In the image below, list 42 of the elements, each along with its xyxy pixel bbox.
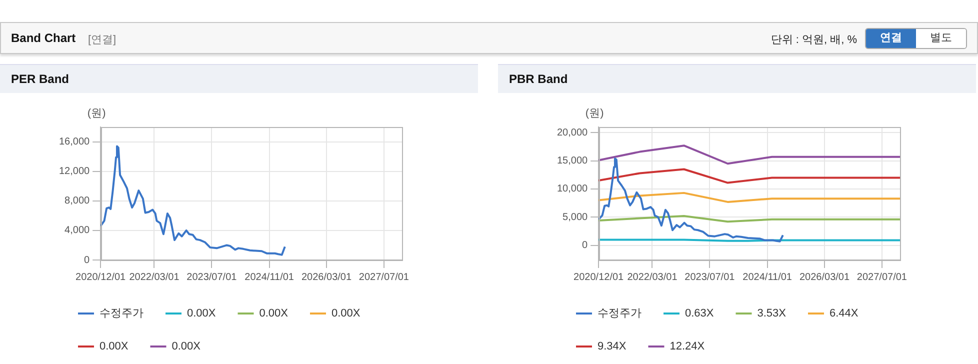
x-tick-label: 2027/07/01: [358, 272, 410, 283]
legend-label: 0.00X: [331, 308, 361, 320]
legend-label: 9.34X: [598, 340, 627, 353]
chart-title: PER Band: [0, 64, 478, 93]
y-tick-label: 16,000: [58, 136, 90, 148]
legend-label: 0.00X: [259, 308, 289, 320]
x-tick-label: 2022/03/01: [627, 272, 678, 283]
text: 단위 : 억원, 배, %: [770, 33, 857, 47]
x-tick-label: 2026/03/01: [301, 272, 352, 283]
x-tick-label: 2024/11/01: [742, 272, 792, 283]
toggle-buttons: 연결 별도: [865, 28, 967, 49]
y-tick-label: 12,000: [58, 166, 90, 178]
text: [연결]: [88, 33, 116, 47]
text: Band Chart: [11, 31, 76, 45]
legend-label: 6.44X: [829, 308, 859, 320]
y-axis-title: (원): [87, 108, 106, 120]
y-axis-title: (원): [585, 108, 604, 120]
x-tick-label: 2026/03/01: [799, 272, 850, 283]
y-tick-label: 10,000: [556, 184, 588, 195]
chart-title: PBR Band: [498, 64, 976, 93]
x-tick-label: 2023/07/01: [186, 272, 238, 283]
x-tick-label: 2020/12/01: [574, 272, 624, 283]
x-tick-label: 2024/11/01: [244, 272, 294, 283]
legend-label: 3.53X: [757, 308, 787, 320]
legend-label: 수정주가: [100, 308, 144, 320]
y-tick-label: 0: [84, 254, 90, 266]
y-tick-label: 8,000: [64, 196, 90, 207]
y-tick-label: 0: [582, 240, 588, 252]
legend-label: 0.00X: [100, 340, 129, 353]
legend-label: 수정주가: [598, 308, 642, 320]
y-tick-label: 20,000: [556, 127, 588, 138]
legend-label: 0.00X: [172, 340, 202, 353]
y-tick-label: 15,000: [556, 156, 588, 167]
x-tick-label: 2022/03/01: [129, 272, 180, 283]
x-tick-label: 2023/07/01: [684, 272, 736, 283]
x-tick-label: 2027/07/01: [856, 272, 908, 283]
legend-label: 0.00X: [187, 308, 216, 320]
legend-label: 0.63X: [685, 308, 714, 320]
x-tick-label: 2020/12/01: [76, 272, 126, 283]
y-tick-label: 4,000: [64, 225, 90, 236]
y-tick-label: 5,000: [562, 212, 588, 223]
legend-label: 12.24X: [670, 340, 706, 353]
